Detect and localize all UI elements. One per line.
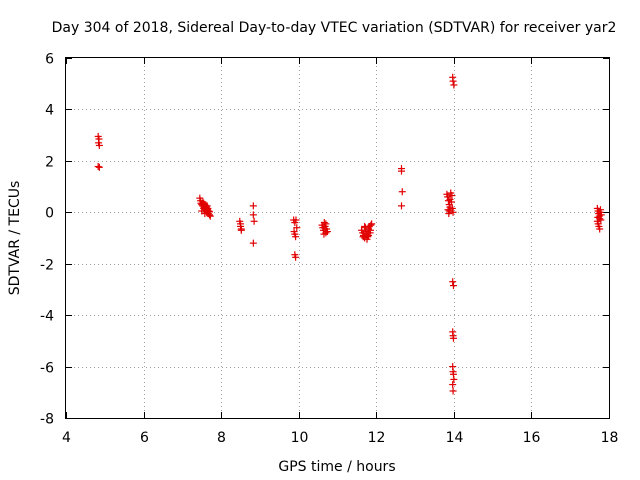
- y-tick-label: -4: [40, 309, 54, 325]
- data-point: [594, 213, 602, 221]
- data-point: [444, 197, 452, 205]
- data-point: [95, 141, 103, 149]
- data-point: [249, 211, 257, 219]
- y-tick-label: 0: [45, 206, 54, 222]
- data-point: [322, 220, 330, 228]
- data-point: [448, 198, 456, 206]
- x-tick-label: 18: [601, 430, 619, 446]
- axes: 4 6 8 10 12 14 16 18 -8 -6 -4 -2 0 2 4 6: [40, 52, 618, 447]
- y-tick-label: -6: [40, 361, 54, 377]
- x-tick-label: 14: [446, 430, 464, 446]
- y-axis-label: SDTVAR / TECUs: [7, 181, 23, 296]
- data-point: [95, 163, 103, 171]
- data-point: [397, 202, 405, 210]
- data-point: [448, 192, 456, 200]
- x-tick-label: 8: [217, 430, 226, 446]
- data-point: [293, 224, 301, 232]
- data-point: [449, 387, 457, 395]
- data-point: [365, 231, 373, 239]
- data-point: [449, 381, 457, 389]
- data-point: [397, 167, 405, 175]
- data-point: [449, 334, 457, 342]
- data-point: [204, 204, 212, 212]
- data-point: [206, 212, 214, 220]
- data-point: [361, 224, 369, 232]
- data-point: [359, 233, 367, 241]
- x-tick-label: 16: [523, 430, 541, 446]
- data-point: [323, 228, 331, 236]
- data-point: [449, 77, 457, 85]
- data-point: [249, 239, 257, 247]
- data-point: [445, 207, 453, 215]
- data-point: [292, 216, 300, 224]
- x-tick-label: 12: [368, 430, 386, 446]
- x-tick-label: 10: [291, 430, 309, 446]
- data-point: [292, 253, 300, 261]
- data-point: [366, 226, 374, 234]
- x-axis-label: GPS time / hours: [278, 459, 395, 475]
- data-point: [201, 210, 209, 218]
- data-point: [292, 233, 300, 241]
- data-point: [250, 217, 258, 225]
- y-tick-label: 4: [45, 103, 54, 119]
- data-point: [368, 220, 376, 228]
- x-tick-label: 4: [62, 430, 71, 446]
- data-point: [449, 278, 457, 286]
- plot-frame: [65, 57, 610, 419]
- data-point: [94, 163, 102, 171]
- y-tick-label: 2: [45, 155, 54, 171]
- y-tick-label: 6: [45, 52, 54, 68]
- data-point: [449, 282, 457, 290]
- data-point: [444, 206, 452, 214]
- data-point: [361, 222, 369, 230]
- data-point: [237, 226, 245, 234]
- data-point: [320, 219, 328, 227]
- data-point: [596, 208, 604, 216]
- grid: [66, 58, 609, 418]
- data-point: [450, 81, 458, 89]
- y-tick-label: -2: [40, 258, 54, 274]
- y-tick-label: -8: [40, 412, 54, 428]
- data-point: [450, 375, 458, 383]
- data-points: [94, 73, 605, 395]
- data-point: [398, 188, 406, 196]
- data-point: [596, 225, 604, 233]
- data-point: [249, 202, 257, 210]
- data-point: [449, 208, 457, 216]
- chart-title: Day 304 of 2018, Sidereal Day-to-day VTE…: [52, 20, 617, 36]
- data-point: [206, 208, 214, 216]
- data-point: [322, 229, 330, 237]
- x-tick-label: 6: [140, 430, 149, 446]
- data-point: [363, 235, 371, 243]
